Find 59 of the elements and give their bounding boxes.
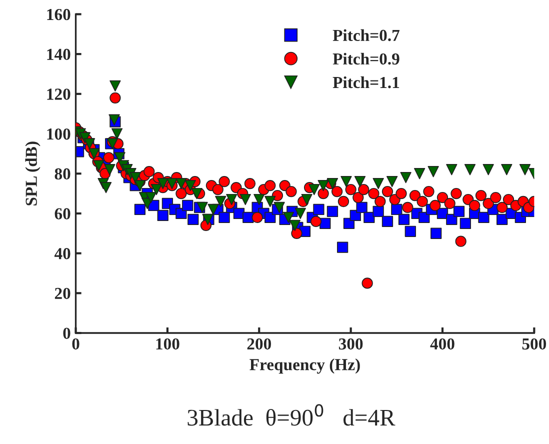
point (157, 178, 168, 190)
point (400, 172, 412, 184)
point (501, 164, 512, 176)
point (318, 180, 329, 192)
point (93, 160, 104, 172)
point (240, 194, 251, 206)
point (519, 164, 531, 176)
x-tick-label: 100 (156, 338, 180, 350)
point (208, 204, 219, 216)
legend-label: Pitch=1.1 (332, 76, 400, 88)
point (301, 194, 312, 206)
point (104, 164, 116, 176)
point (254, 194, 265, 206)
point (446, 164, 458, 176)
point (294, 208, 306, 220)
point (215, 196, 226, 208)
chart-title: 3Blade θ=90$^{0}$ d=4R (188, 404, 396, 426)
x-tick-label: 0 (72, 338, 80, 350)
point (340, 176, 352, 188)
point (464, 164, 476, 176)
point (354, 176, 366, 188)
point (111, 128, 123, 140)
x-tick-label: 500 (522, 338, 546, 350)
point (372, 178, 384, 190)
y-tick-label: 0 (63, 328, 70, 339)
point (100, 182, 112, 194)
point (134, 180, 146, 192)
point (184, 180, 196, 192)
x-tick-label: 300 (338, 338, 363, 350)
point (264, 196, 276, 208)
point (414, 168, 426, 180)
legend-label: Pitch=0.9 (332, 52, 400, 65)
point (191, 188, 202, 200)
point (289, 220, 300, 231)
point (166, 178, 178, 190)
y-tick-label: 40 (54, 248, 70, 260)
y-tick-label: 80 (54, 168, 70, 180)
point (176, 178, 187, 190)
x-tick-label: 200 (247, 338, 271, 350)
point (110, 80, 121, 92)
y-tick-label: 140 (47, 48, 70, 60)
y-tick-label: 20 (54, 288, 70, 300)
point (386, 176, 398, 188)
y-tick-label: 120 (47, 88, 70, 100)
point (282, 212, 294, 224)
x-tick-label: 400 (430, 338, 454, 350)
y-tick-label: 160 (47, 8, 70, 20)
point (196, 202, 208, 214)
x-axis-title: Frequency (Hz) (250, 358, 360, 374)
point (150, 184, 162, 196)
point (308, 184, 320, 196)
point (145, 192, 157, 204)
point (226, 194, 238, 206)
legend-label: Pitch=0.7 (332, 29, 400, 42)
y-axis-title: SPL (dB) (25, 142, 40, 206)
y-tick-label: 60 (54, 208, 70, 220)
point (428, 166, 439, 178)
y-tick-label: 100 (47, 128, 70, 140)
point (482, 164, 494, 176)
